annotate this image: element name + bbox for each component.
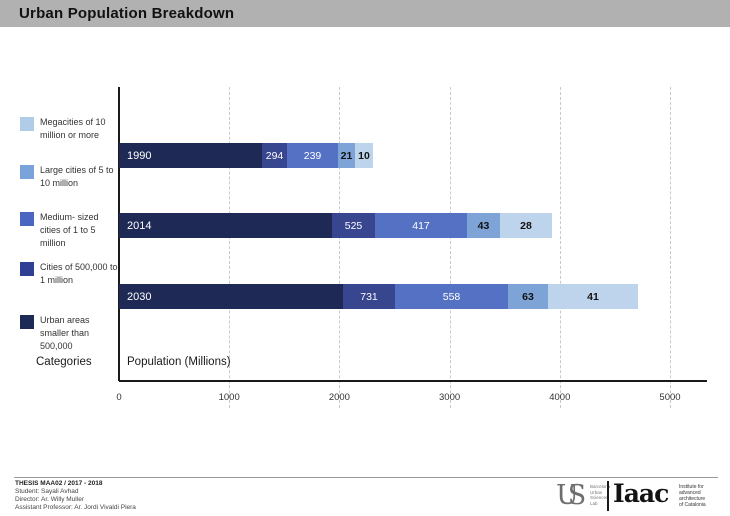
urban-sciences-lab-logo: US xyxy=(556,479,588,512)
footer-divider xyxy=(14,477,718,478)
gridline-2000 xyxy=(339,87,341,408)
iaac-line-2: architecture xyxy=(679,496,706,502)
x-tick-2000: 2000 xyxy=(328,392,350,403)
bar-2014-segment-3: 43 xyxy=(467,213,500,238)
legend-label-4: Urban areas smaller than 500,000 xyxy=(40,315,90,351)
usl-monogram-u: U xyxy=(556,480,579,511)
bar-1990: 1990 294 239 21 10 xyxy=(119,143,373,168)
logo-divider xyxy=(607,481,609,511)
iaac-institute-label: Institute for advanced architecture of Cata… xyxy=(679,484,706,508)
usl-line-2: Sciences xyxy=(590,495,609,500)
bar-2014-segment-0: 2014 xyxy=(119,213,332,238)
usl-line-1: Urban xyxy=(590,489,603,495)
x-tick-3000: 3000 xyxy=(439,392,461,403)
x-tick-1000: 1000 xyxy=(218,392,240,403)
gridline-5000 xyxy=(670,87,671,408)
gridline-4000 xyxy=(559,87,561,408)
usl-line-3: Lab xyxy=(590,500,598,506)
legend-label-0: Megacities of 10 million or more xyxy=(40,117,106,140)
bar-2030-segment-4: 41 xyxy=(548,284,638,309)
bar-1990-segment-2: 239 xyxy=(287,143,338,168)
legend-label-2: Medium- sized cities of 1 to 5 million xyxy=(40,212,99,248)
title-band: Urban Population Breakdown xyxy=(0,0,730,27)
bar-1990-segment-3: 21 xyxy=(338,143,355,168)
legend-label-3: Cities of 500,000 to 1 million xyxy=(40,262,118,285)
footer-line-2: Director: Ar. Willy Muller xyxy=(15,496,84,503)
bar-2014-segment-1: 525 xyxy=(332,213,375,238)
bar-2014-segment-2: 417 xyxy=(375,213,467,238)
x-tick-5000: 5000 xyxy=(659,392,681,403)
bar-1990-segment-4: 10 xyxy=(355,143,373,168)
legend-swatch-0 xyxy=(20,117,34,131)
footer-credits: THESIS MAA02 / 2017 - 2018 Student: Sayal… xyxy=(15,480,136,512)
categories-axis-label: Categories xyxy=(36,356,92,368)
footer-line-0: THESIS MAA02 / 2017 - 2018 xyxy=(15,480,103,487)
footer-line-3: Assistant Professor: Ar. Jordi Vivaldi P… xyxy=(15,504,136,511)
urban-sciences-lab-label: Barcelona Urban Sciences Lab xyxy=(590,484,610,506)
usl-monogram-s: S xyxy=(567,480,587,511)
bar-2030-segment-3: 63 xyxy=(508,284,548,309)
x-tick-0: 0 xyxy=(116,392,122,403)
bar-1990-segment-1: 294 xyxy=(262,143,287,168)
iaac-logo: Iaac xyxy=(613,479,669,508)
gridline-3000 xyxy=(449,87,451,408)
iaac-line-3: of Catalonia xyxy=(679,502,706,508)
legend-swatch-2 xyxy=(20,212,34,226)
bar-2014: 2014 525 417 43 28 xyxy=(119,213,552,238)
x-axis-label: Population (Millions) xyxy=(127,356,231,368)
usl-line-0: Barcelona xyxy=(590,484,611,489)
bar-2030: 2030 731 558 63 41 xyxy=(119,284,638,309)
legend-label-1: Large cities of 5 to 10 million xyxy=(40,165,114,188)
bar-2030-segment-0: 2030 xyxy=(119,284,343,309)
page-title: Urban Population Breakdown xyxy=(19,5,235,22)
iaac-line-1: advanced xyxy=(679,490,701,496)
gridline-1000 xyxy=(229,87,231,408)
bar-2030-segment-1: 731 xyxy=(343,284,395,309)
legend-swatch-4 xyxy=(20,315,34,329)
legend-swatch-3 xyxy=(20,262,34,276)
footer-line-1: Student: Sayali Avhad xyxy=(15,488,79,495)
x-tick-4000: 4000 xyxy=(549,392,571,403)
legend-swatch-1 xyxy=(20,165,34,179)
bar-1990-segment-0: 1990 xyxy=(119,143,262,168)
bar-2014-segment-4: 28 xyxy=(500,213,552,238)
x-axis-line xyxy=(119,380,707,382)
bar-2030-segment-2: 558 xyxy=(395,284,508,309)
iaac-line-0: Institute for xyxy=(679,484,704,490)
